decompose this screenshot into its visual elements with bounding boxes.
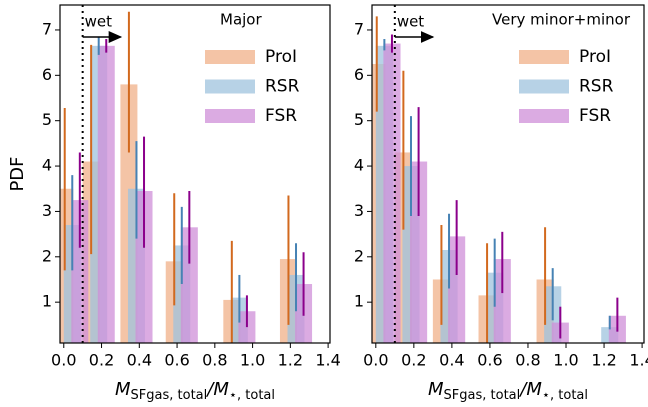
y-tick-label: 1 bbox=[354, 292, 364, 311]
x-label-main: M bbox=[115, 379, 131, 400]
y-tick-label: 2 bbox=[354, 246, 364, 265]
x-tick-label: 1.2 bbox=[278, 351, 303, 370]
x-tick-label: 0.6 bbox=[477, 351, 502, 370]
y-tick-label: 6 bbox=[354, 65, 364, 84]
x-tick-label: 1.4 bbox=[629, 351, 648, 370]
x-label-main: /M bbox=[518, 379, 542, 400]
panel-title: Major bbox=[220, 11, 262, 29]
legend-swatch bbox=[205, 50, 255, 64]
bar bbox=[71, 200, 89, 343]
bar bbox=[180, 227, 198, 343]
y-tick-label: 2 bbox=[42, 246, 52, 265]
x-tick-label: 0.0 bbox=[363, 351, 388, 370]
legend-label: RSR bbox=[265, 77, 300, 97]
bar bbox=[135, 191, 153, 343]
x-axis-label: MSFgas, total/M⋆, total bbox=[115, 379, 275, 403]
bar bbox=[97, 45, 115, 343]
x-label-main: /M bbox=[205, 379, 229, 400]
x-tick-label: 0.6 bbox=[164, 351, 189, 370]
x-tick-label: 0.8 bbox=[515, 351, 540, 370]
bar bbox=[410, 161, 428, 343]
legend-swatch bbox=[205, 109, 255, 123]
x-tick-label: 1.4 bbox=[315, 351, 340, 370]
x-axis-label: MSFgas, total/M⋆, total bbox=[428, 379, 588, 403]
legend-label: ProI bbox=[579, 47, 611, 67]
bar bbox=[383, 43, 401, 343]
bar bbox=[448, 236, 466, 343]
y-tick-label: 4 bbox=[354, 156, 364, 175]
y-tick-label: 3 bbox=[42, 201, 52, 220]
y-tick-label: 6 bbox=[42, 65, 52, 84]
threshold-label: wet bbox=[397, 13, 424, 31]
x-label-sub: SFgas, total bbox=[131, 388, 208, 403]
y-tick-label: 5 bbox=[42, 110, 52, 129]
axes-frame bbox=[59, 4, 331, 344]
legend-label: FSR bbox=[579, 106, 611, 126]
y-axis-label: PDF bbox=[7, 156, 28, 191]
x-tick-label: 0.0 bbox=[51, 351, 76, 370]
legend-swatch bbox=[519, 79, 569, 94]
x-tick-label: 1.2 bbox=[591, 351, 616, 370]
legend-label: ProI bbox=[265, 47, 297, 67]
x-tick-label: 0.4 bbox=[439, 351, 464, 370]
x-tick-label: 1.0 bbox=[240, 351, 265, 370]
plot-area bbox=[372, 16, 626, 343]
x-tick-label: 0.8 bbox=[202, 351, 227, 370]
y-tick-label: 7 bbox=[42, 19, 52, 38]
plot-area bbox=[60, 11, 313, 343]
panel-title: Very minor+minor bbox=[492, 11, 631, 29]
legend-swatch bbox=[519, 109, 569, 123]
threshold-label: wet bbox=[85, 13, 112, 31]
y-tick-label: 7 bbox=[354, 19, 364, 38]
y-tick-label: 3 bbox=[354, 201, 364, 220]
x-tick-label: 0.4 bbox=[127, 351, 152, 370]
x-tick-label: 0.2 bbox=[89, 351, 114, 370]
bar bbox=[493, 259, 511, 343]
y-tick-label: 1 bbox=[42, 292, 52, 311]
y-tick-label: 4 bbox=[42, 156, 52, 175]
legend-swatch bbox=[519, 50, 569, 64]
x-tick-label: 0.2 bbox=[401, 351, 426, 370]
legend-label: RSR bbox=[579, 77, 614, 97]
x-label-sub: SFgas, total bbox=[444, 388, 521, 403]
x-label-sub: ⋆, total bbox=[229, 388, 275, 403]
x-label-sub: ⋆, total bbox=[542, 388, 588, 403]
x-label-main: M bbox=[428, 379, 444, 400]
x-tick-label: 1.0 bbox=[553, 351, 578, 370]
y-tick-label: 5 bbox=[354, 110, 364, 129]
legend-swatch bbox=[205, 79, 255, 94]
legend-label: FSR bbox=[265, 106, 297, 126]
axes-frame bbox=[371, 4, 645, 344]
